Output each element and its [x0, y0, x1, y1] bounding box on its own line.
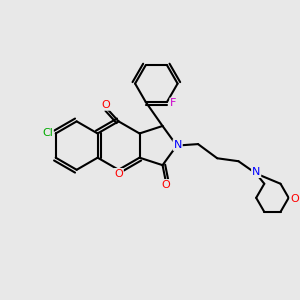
Text: N: N: [252, 167, 260, 177]
Text: Cl: Cl: [42, 128, 53, 139]
Text: O: O: [101, 100, 110, 110]
Text: N: N: [173, 140, 182, 150]
Text: O: O: [114, 169, 123, 179]
Text: O: O: [290, 194, 299, 204]
Text: O: O: [162, 180, 170, 190]
Text: F: F: [170, 98, 177, 109]
